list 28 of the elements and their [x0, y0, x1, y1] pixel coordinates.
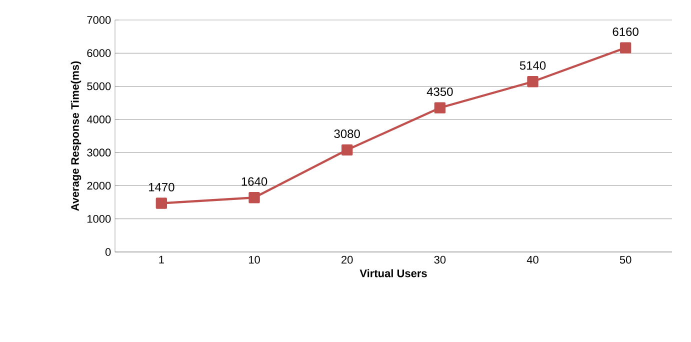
data-label: 6160 — [612, 27, 638, 36]
data-label: 3080 — [334, 130, 360, 138]
y-tick-label: 0 — [105, 248, 111, 256]
point — [248, 192, 260, 204]
x-tick-label: 1 — [159, 256, 164, 264]
y-tick-label: 3000 — [87, 148, 111, 156]
x-tick-label: 40 — [526, 256, 538, 264]
x-axis-title: Virtual Users — [360, 269, 427, 278]
x-tick-label: 30 — [434, 256, 446, 264]
point — [434, 102, 446, 114]
y-tick-label: 7000 — [87, 16, 111, 24]
point — [156, 198, 168, 209]
data-label: 5140 — [520, 61, 546, 70]
data-label: 4350 — [426, 87, 453, 96]
y-tick-label: 4000 — [86, 116, 111, 124]
x-tick-label: 50 — [620, 256, 632, 264]
y-tick-label: 6000 — [87, 49, 111, 58]
data-label: 1470 — [148, 182, 174, 192]
x-tick-label: 10 — [248, 256, 260, 264]
y-tick-label: 5000 — [87, 82, 111, 90]
point — [620, 42, 632, 54]
y-tick-label: 2000 — [87, 182, 111, 190]
point — [527, 76, 538, 88]
data-label: 1640 — [242, 177, 268, 186]
y-tick-label: 1000 — [88, 214, 111, 223]
x-tick-label: 20 — [342, 256, 353, 264]
point — [341, 144, 353, 156]
y-axis-title: Average Response Time(ms) — [70, 61, 82, 211]
